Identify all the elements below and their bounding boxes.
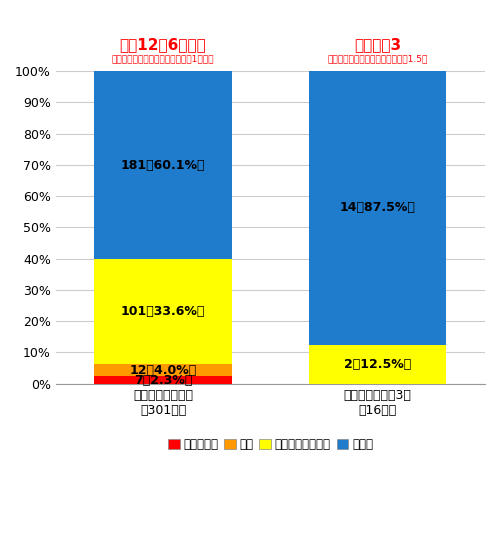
Text: 耐震等級3: 耐震等級3 xyxy=(354,37,401,52)
Text: 14（87.5%）: 14（87.5%） xyxy=(340,202,415,215)
Text: 7（2.3%）: 7（2.3%） xyxy=(134,374,192,386)
Text: 住宅性能表示未取得物件及び等級1のもの: 住宅性能表示未取得物件及び等級1のもの xyxy=(112,54,214,63)
Text: 101（33.6%）: 101（33.6%） xyxy=(121,305,205,318)
Bar xyxy=(94,376,232,384)
Text: 181（60.1%）: 181（60.1%） xyxy=(121,158,206,171)
Text: 2（12.5%）: 2（12.5%） xyxy=(344,357,412,371)
Bar xyxy=(94,71,232,259)
Bar xyxy=(94,364,232,376)
Text: 12（4.0%）: 12（4.0%） xyxy=(130,364,196,377)
Legend: 倒壊・崩壊, 大破, 軽微・小破・中破, 無被害: 倒壊・崩壊, 大破, 軽微・小破・中破, 無被害 xyxy=(163,433,378,456)
Bar xyxy=(309,71,446,344)
Text: 平成12年6月以降: 平成12年6月以降 xyxy=(120,37,206,52)
Bar xyxy=(309,344,446,384)
Text: 必要壁量が建築基準法レベルの約1.5倍: 必要壁量が建築基準法レベルの約1.5倍 xyxy=(328,54,428,63)
Bar xyxy=(94,259,232,364)
